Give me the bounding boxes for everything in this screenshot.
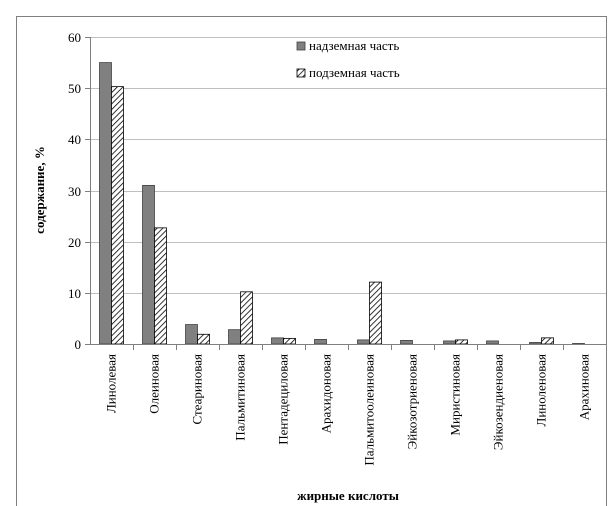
category-label: Линоленовая [534,354,549,427]
category-label: Миристиновая [448,354,463,436]
bar-above-ground [486,340,499,345]
bar-above-ground [357,339,370,345]
y-tick-label: 50 [68,81,81,96]
x-axis-title: жирные кислоты [297,488,399,503]
legend-label-below: подземная часть [309,65,400,80]
category-label: Эйкозендиеновая [491,354,506,450]
category-labels: Линолевая Олеиновая Стеариновая Пальмитинов… [104,354,592,466]
bar-below-ground [283,337,296,345]
y-tick-labels: 0 10 20 30 40 50 60 [68,30,81,352]
axes [85,37,607,350]
category-label: Эйкозотриеновая [405,354,420,449]
category-label: Пальмитиновая [233,354,248,441]
bar-below-ground [541,337,554,345]
bar-below-ground [455,339,468,345]
bar-above-ground [228,329,241,345]
bar-above-ground [400,340,413,345]
bar-above-ground [572,343,585,345]
legend-label-above: надземная часть [309,38,399,53]
bar-above-ground [271,337,284,345]
bar-below-ground [197,333,210,345]
bar-below-ground [111,86,124,345]
y-axis-title: содержание, % [32,146,47,234]
bar-above-ground [99,62,112,345]
y-tick-label: 10 [68,286,81,301]
y-tick-label: 20 [68,235,81,250]
category-label: Пальмитоолеиновая [362,354,377,466]
legend-swatch-below [296,68,306,78]
category-label: Олеиновая [147,354,162,414]
y-tick-label: 60 [68,30,81,45]
bar-above-ground [142,184,155,345]
y-tick-label: 30 [68,184,81,199]
bars [99,62,585,345]
bar-above-ground [529,342,542,345]
bar-below-ground [369,281,382,345]
category-label: Стеариновая [190,354,205,425]
bar-above-ground [185,324,198,345]
category-label: Пентадециловая [276,354,291,445]
gridlines [90,37,606,294]
bar-above-ground [314,338,327,345]
category-label: Арахидоновая [319,354,334,433]
y-tick-label: 40 [68,132,81,147]
legend-swatch-above [296,41,306,51]
bar-below-ground [154,227,167,345]
category-label: Арахиновая [577,354,592,420]
category-label: Линолевая [104,354,119,413]
bar-above-ground [443,340,456,345]
y-tick-label: 0 [75,337,82,352]
bar-below-ground [240,291,253,345]
legend: надземная часть подземная часть [296,38,400,80]
